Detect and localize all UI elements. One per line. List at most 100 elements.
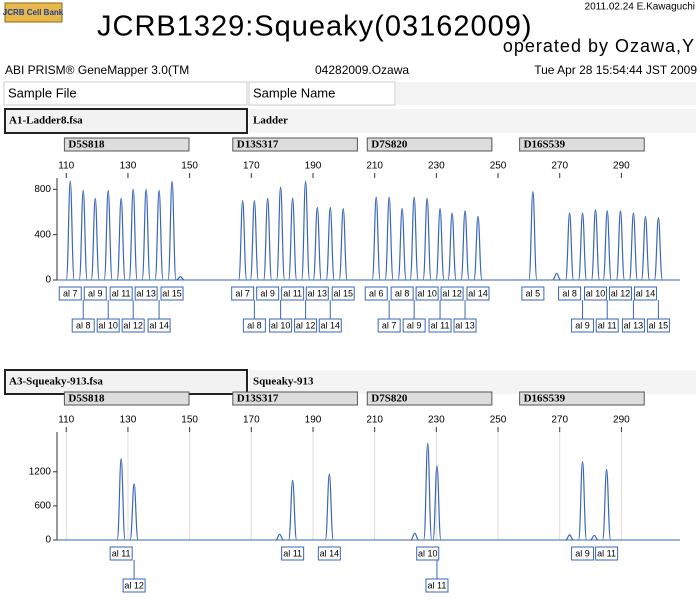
x-tick-label: 110 [58,415,74,426]
peak [116,197,126,281]
allele-label: al 7 [63,288,78,298]
peak [128,188,138,281]
allele-label: al 11 [283,548,302,558]
allele-box [160,286,184,301]
y-tick-label: 800 [34,184,51,195]
x-tick-label: 290 [613,415,630,426]
allele-label: al 8 [562,288,577,298]
peak [564,212,575,281]
marker-name: D16S539 [524,393,566,405]
allele-box [71,318,95,333]
y-tick-label: 400 [34,229,51,240]
peak [432,465,442,541]
allele-box [390,286,414,301]
allele-label: al 11 [112,548,131,558]
peak [653,217,664,281]
allele-box [646,318,670,333]
sample-name-cell [249,109,696,133]
software: ABI PRISM® GeneMapper 3.0(TM [5,63,189,77]
run: 04282009.Ozawa [315,63,409,77]
marker-box [519,391,645,406]
allele-label: al 11 [431,320,450,330]
peak [312,206,322,281]
allele-box [633,286,657,301]
allele-label: al 8 [395,288,410,298]
peak [276,186,286,281]
allele-label: al 11 [598,320,617,330]
allele-label: al 9 [575,320,590,330]
allele-box [621,318,645,333]
allele-label: al 15 [333,288,353,298]
allele-label: al 6 [369,288,384,298]
peak [447,212,457,281]
logo: JCRB Cell Bank [3,8,64,17]
marker-name: D13S317 [237,393,279,405]
allele-box [58,286,82,301]
marker-box [366,137,493,152]
peak [423,442,433,541]
x-tick-label: 230 [428,161,445,172]
marker-box [519,137,645,152]
allele-label: al 14 [468,288,488,298]
peak [325,206,335,281]
allele-label: al 7 [235,288,250,298]
allele-box [453,318,477,333]
peak [552,272,561,281]
marker-box [63,391,190,406]
header-cell [3,81,248,106]
allele-label: al 12 [124,580,144,590]
date: Tue Apr 28 15:54:44 JST 2009 [534,63,697,77]
operator: operated by Ozawa,Y [503,36,695,56]
allele-box [121,318,145,333]
peak [154,189,164,281]
allele-label: al 12 [123,320,143,330]
peak [90,197,100,281]
peak [129,483,139,541]
x-tick-label: 290 [613,161,630,172]
allele-box [440,286,464,301]
peak [422,197,432,281]
peak [602,210,612,281]
allele-label: al 8 [247,320,262,330]
allele-box [466,286,490,301]
allele-label: al 12 [442,288,462,298]
allele-box [415,286,439,301]
marker-name: D13S317 [237,139,279,151]
x-tick-label: 190 [305,161,322,172]
sample-name: Ladder [253,115,288,127]
logo-box [4,2,63,23]
allele-label: al 14 [320,548,340,558]
x-tick-label: 130 [120,415,137,426]
allele-box [331,286,355,301]
allele-label: al 11 [283,288,302,298]
header-cell [248,81,396,106]
allele-box [305,286,329,301]
peak [602,468,612,541]
peak [176,275,185,281]
peak [371,196,381,281]
allele-label: al 10 [418,548,438,558]
allele-label: al 14 [320,320,340,330]
x-tick-label: 270 [551,415,568,426]
allele-label: al 10 [271,320,291,330]
x-tick-label: 270 [551,161,568,172]
title: JCRB1329:Squeaky(03162009) [97,11,533,43]
peak [300,180,311,281]
allele-box [521,286,545,301]
allele-label: al 9 [407,320,422,330]
allele-box [242,318,266,333]
peak [435,207,445,281]
allele-box [571,318,595,333]
marker-box [366,391,493,406]
allele-label: al 10 [417,288,437,298]
x-tick-label: 110 [58,161,74,172]
y-tick-label: 0 [45,275,51,286]
sample-name: Squeaky-913 [253,376,314,388]
x-tick-label: 250 [490,415,507,426]
peak [590,209,601,281]
allele-box [147,318,171,333]
allele-label: al 13 [624,320,644,330]
peak [384,196,394,281]
allele-label: al 8 [76,320,91,330]
sample-file: A1-Ladder8.fsa [9,115,83,127]
